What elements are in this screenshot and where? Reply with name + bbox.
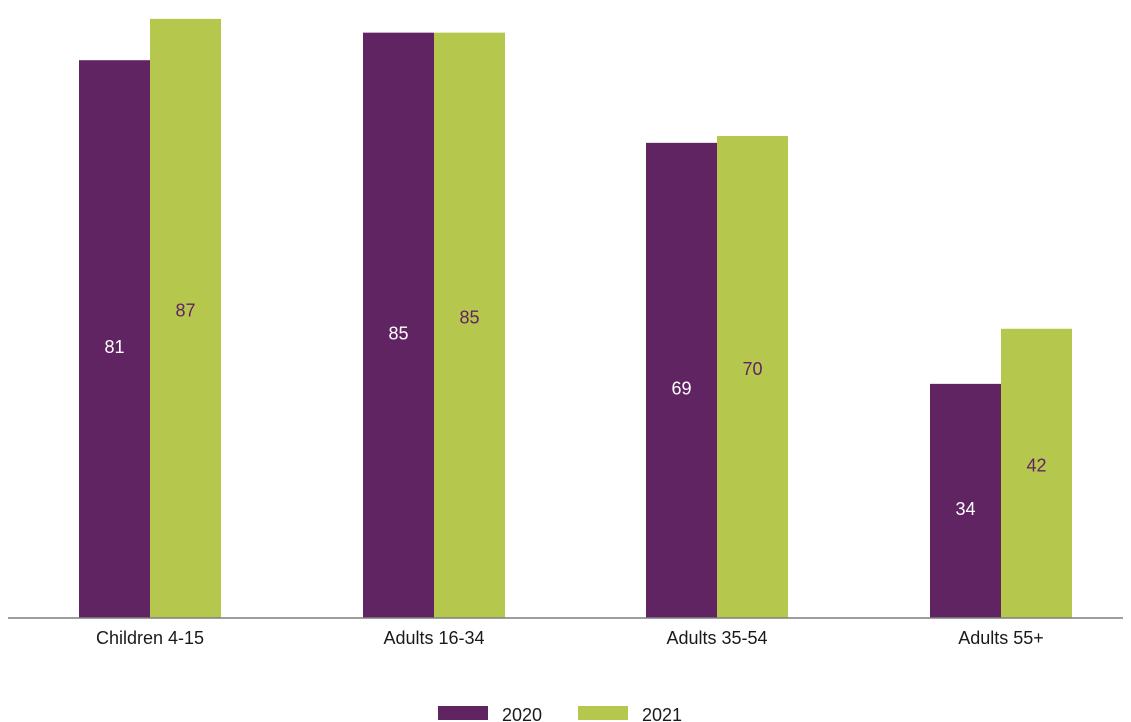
data-label-2020-adults-16-34: 85: [388, 323, 408, 343]
x-tick-label: Adults 35-54: [666, 628, 767, 648]
x-tick-labels-layer: Children 4-15 Adults 16-34 Adults 35-54 Adu…: [96, 628, 1044, 648]
bar-2020-adults-35-54: [646, 142, 717, 618]
legend-label-2020: 2020: [502, 705, 542, 722]
x-tick-label: Adults 55+: [958, 628, 1044, 648]
bars-layer: [79, 18, 1072, 619]
data-label-2021-adults-55-: 42: [1026, 455, 1046, 475]
bar-2021-adults-16-34: [434, 32, 505, 618]
data-label-2021-adults-16-34: 85: [459, 307, 479, 327]
data-label-2020-adults-55-: 34: [955, 499, 975, 519]
bar-2021-children-4-15: [150, 18, 221, 619]
bar-2020-children-4-15: [79, 60, 150, 619]
data-label-2021-children-4-15: 87: [175, 300, 195, 320]
legend-swatch-2021: [578, 706, 628, 720]
legend: 2020 2021: [438, 705, 682, 722]
data-label-2020-adults-35-54: 69: [671, 378, 691, 398]
legend-swatch-2020: [438, 706, 488, 720]
bar-2020-adults-55-: [930, 383, 1001, 618]
data-labels-layer: 81 87 85 85 69 70 34 42: [104, 300, 1046, 518]
data-label-2021-adults-35-54: 70: [742, 359, 762, 379]
data-label-2020-children-4-15: 81: [104, 337, 124, 357]
bar-2020-adults-16-34: [363, 32, 434, 618]
legend-label-2021: 2021: [642, 705, 682, 722]
bar-2021-adults-35-54: [717, 135, 788, 619]
x-tick-label: Children 4-15: [96, 628, 204, 648]
bar-2021-adults-55-: [1001, 328, 1072, 618]
x-tick-label: Adults 16-34: [383, 628, 484, 648]
